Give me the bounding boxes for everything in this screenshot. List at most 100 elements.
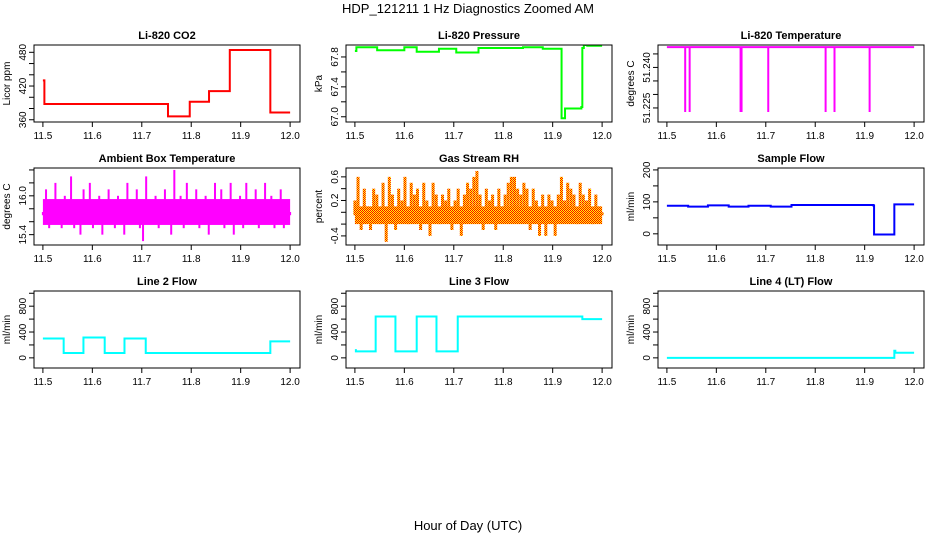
y-tick-label: 0 <box>642 355 653 361</box>
y-tick-label: 200 <box>642 161 653 178</box>
x-tick-label: 11.5 <box>34 131 53 142</box>
series-line <box>666 203 915 236</box>
plot-frame <box>345 290 613 369</box>
data-point <box>500 206 504 216</box>
panel-ambient-box-temperature: Ambient Box Temperature degrees C 11.5 11.6… <box>2 153 301 265</box>
data-point <box>353 200 357 216</box>
plot-frame <box>657 290 925 369</box>
series-line <box>42 336 291 355</box>
data-point <box>409 182 413 216</box>
y-tick-label: 420 <box>18 77 29 94</box>
x-tick-label: 11.8 <box>182 131 201 142</box>
panel-title: Line 4 (LT) Flow <box>750 276 833 288</box>
data-point <box>519 194 523 216</box>
data-point <box>469 188 473 216</box>
data-point <box>547 194 551 216</box>
x-tick-label: 11.9 <box>855 131 874 142</box>
data-point <box>588 188 592 216</box>
x-tick-label: 11.9 <box>543 131 562 142</box>
plot-frame <box>33 290 301 369</box>
y-tick-label: 400 <box>330 323 341 340</box>
x-tick-label: 12.0 <box>904 254 924 265</box>
y-tick-label: 0 <box>330 355 341 361</box>
data-layer <box>666 46 915 113</box>
x-tick-label: 12.0 <box>592 377 612 388</box>
data-point <box>434 194 438 216</box>
x-tick-label: 12.0 <box>280 377 300 388</box>
x-tick-label: 11.6 <box>83 254 102 265</box>
data-layer <box>354 45 603 120</box>
x-tick-label: 11.8 <box>494 254 513 265</box>
x-tick-label: 12.0 <box>904 131 924 142</box>
data-point <box>437 215 441 225</box>
y-tick-label: 400 <box>18 323 29 340</box>
data-point <box>422 182 426 216</box>
y-tick-label: 15.4 <box>18 224 29 244</box>
data-point <box>584 200 588 216</box>
plot-frame <box>345 44 613 123</box>
x-tick-label: 11.5 <box>346 377 365 388</box>
x-tick-label: 11.8 <box>182 254 201 265</box>
y-axis-label: degrees C <box>2 183 13 229</box>
x-tick-label: 11.9 <box>231 377 250 388</box>
x-tick-label: 11.6 <box>707 377 726 388</box>
y-axis-label: ml/min <box>626 192 637 221</box>
data-point <box>394 215 398 231</box>
y-tick-label: 16.0 <box>18 186 29 206</box>
plot-frame <box>657 44 925 123</box>
x-tick-label: 11.7 <box>756 254 775 265</box>
data-point <box>381 182 385 216</box>
data-point <box>475 170 479 216</box>
x-tick-label: 11.7 <box>756 131 775 142</box>
plot-frame <box>657 167 925 246</box>
data-point <box>428 215 432 236</box>
data-point <box>569 188 573 216</box>
chart-title: HDP_121211 1 Hz Diagnostics Zoomed AM <box>342 1 594 16</box>
plot-frame <box>345 167 613 246</box>
panel-title: Line 2 Flow <box>137 276 197 288</box>
y-tick-label: 0 <box>18 355 29 361</box>
data-point <box>412 194 416 216</box>
panel-title: Ambient Box Temperature <box>99 153 236 165</box>
x-tick-label: 11.5 <box>658 254 677 265</box>
panel-line-2-flow: Line 2 Flow ml/min 11.5 11.6 11.7 11.8 11.9 12.… <box>2 276 301 388</box>
plot-frame <box>33 167 301 246</box>
x-tick-label: 11.9 <box>855 377 874 388</box>
data-point <box>403 176 407 216</box>
data-point <box>525 188 529 216</box>
y-tick-label: 0 <box>642 231 653 237</box>
data-point <box>553 215 557 236</box>
x-tick-label: 11.8 <box>806 254 825 265</box>
data-point <box>375 194 379 216</box>
y-tick-label: 400 <box>642 323 653 340</box>
data-point <box>491 194 495 216</box>
data-point <box>365 206 369 216</box>
data-point <box>538 215 542 236</box>
data-point <box>359 215 363 231</box>
data-point <box>600 212 604 216</box>
data-point <box>575 215 579 225</box>
x-tick-label: 11.6 <box>395 377 414 388</box>
data-point <box>453 200 457 216</box>
y-tick-label: 360 <box>18 111 29 128</box>
x-tick-label: 11.6 <box>707 131 726 142</box>
x-tick-label: 11.6 <box>83 131 102 142</box>
x-tick-label: 11.9 <box>855 254 874 265</box>
data-point <box>594 194 598 216</box>
y-tick-label: 800 <box>642 297 653 314</box>
panel-title: Sample Flow <box>757 153 825 165</box>
data-point <box>484 188 488 216</box>
panel-title: Li-820 Pressure <box>438 30 520 42</box>
data-point <box>512 176 516 216</box>
y-axis-label: degrees C <box>626 60 637 106</box>
data-point <box>531 188 535 216</box>
data-point <box>550 200 554 216</box>
data-point <box>494 215 498 231</box>
series-line <box>354 45 603 120</box>
x-tick-label: 11.7 <box>132 254 151 265</box>
panel-li-820-pressure: Li-820 Pressure kPa 11.5 11.6 11.7 11.8 11.9 12… <box>314 30 613 142</box>
data-point <box>390 194 394 216</box>
x-tick-label: 11.5 <box>34 377 53 388</box>
x-tick-label: 11.6 <box>395 254 414 265</box>
